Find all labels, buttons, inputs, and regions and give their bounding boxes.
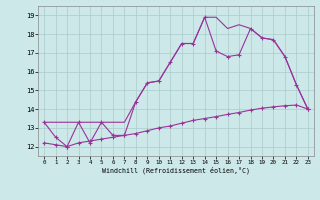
X-axis label: Windchill (Refroidissement éolien,°C): Windchill (Refroidissement éolien,°C) — [102, 167, 250, 174]
